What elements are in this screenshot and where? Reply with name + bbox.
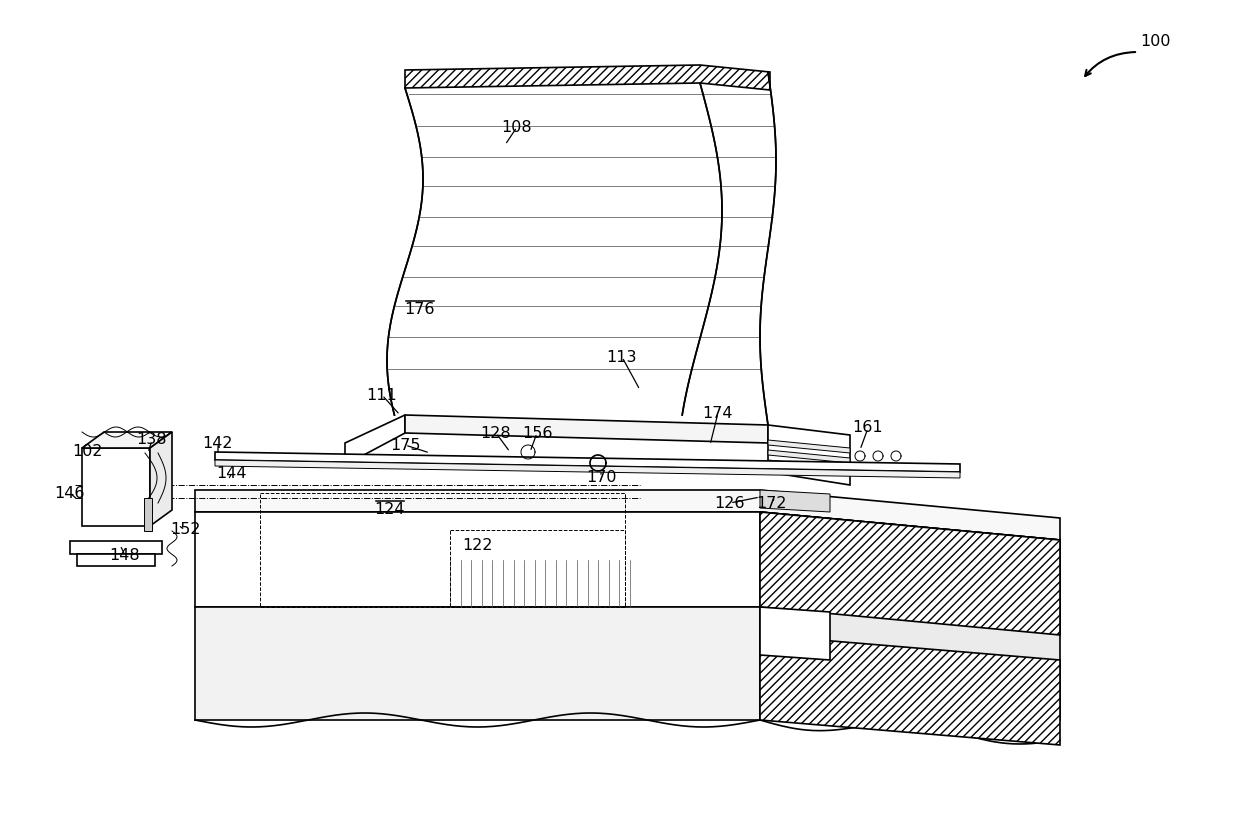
Polygon shape: [760, 512, 1060, 720]
Text: 152: 152: [170, 522, 200, 537]
Text: 113: 113: [606, 349, 637, 364]
Polygon shape: [345, 462, 804, 465]
Text: 172: 172: [756, 496, 787, 511]
Text: 102: 102: [73, 444, 103, 459]
Polygon shape: [760, 635, 1060, 745]
Polygon shape: [144, 498, 153, 531]
Text: 175: 175: [389, 438, 420, 453]
Text: 100: 100: [1140, 34, 1171, 49]
Text: 122: 122: [461, 537, 492, 552]
Text: 108: 108: [502, 120, 532, 135]
Polygon shape: [760, 607, 830, 660]
Polygon shape: [768, 425, 849, 485]
Polygon shape: [768, 440, 849, 453]
Text: 111: 111: [367, 388, 397, 403]
Text: 146: 146: [55, 486, 86, 501]
Polygon shape: [405, 415, 768, 443]
Polygon shape: [195, 607, 760, 720]
Polygon shape: [69, 541, 162, 554]
Polygon shape: [760, 490, 830, 512]
Text: 126: 126: [714, 496, 745, 511]
Polygon shape: [77, 554, 155, 566]
Polygon shape: [345, 415, 405, 465]
Text: 144: 144: [217, 465, 247, 481]
Text: 128: 128: [481, 425, 511, 440]
Polygon shape: [215, 452, 960, 472]
Polygon shape: [82, 448, 150, 526]
Text: 142: 142: [203, 435, 233, 450]
Text: 161: 161: [853, 420, 883, 435]
Polygon shape: [768, 450, 849, 463]
Polygon shape: [215, 460, 960, 478]
Text: 156: 156: [522, 425, 552, 440]
Polygon shape: [760, 512, 1060, 635]
Polygon shape: [195, 512, 1060, 635]
Polygon shape: [405, 65, 770, 90]
Text: 170: 170: [585, 469, 616, 484]
Text: 148: 148: [109, 547, 140, 562]
Text: 138: 138: [136, 433, 167, 448]
Polygon shape: [82, 432, 172, 448]
Polygon shape: [768, 460, 849, 473]
Polygon shape: [387, 72, 776, 425]
Polygon shape: [150, 432, 172, 526]
Polygon shape: [195, 490, 1060, 540]
Text: 174: 174: [703, 405, 733, 420]
Text: 176: 176: [404, 303, 435, 318]
Text: 124: 124: [374, 503, 405, 518]
